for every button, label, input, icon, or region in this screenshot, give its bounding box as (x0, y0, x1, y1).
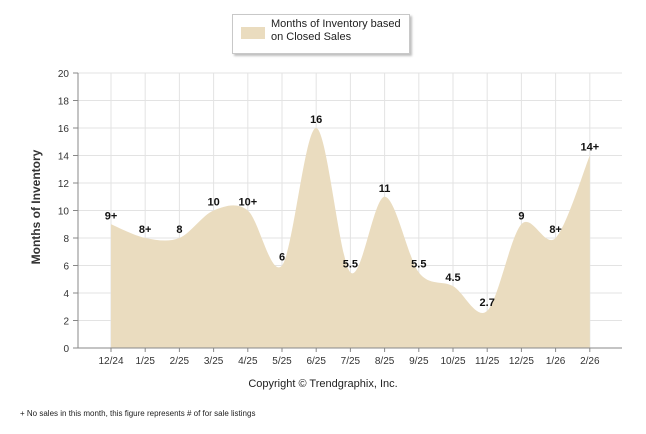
data-label: 8 (176, 224, 182, 236)
x-tick-label: 8/25 (375, 356, 395, 367)
copyright-text: Copyright © Trendgraphix, Inc. (248, 378, 398, 390)
y-tick-label: 2 (63, 317, 69, 328)
data-label: 8+ (139, 224, 152, 236)
y-tick-label: 14 (58, 152, 70, 163)
legend: Months of Inventory based on Closed Sale… (232, 14, 410, 54)
x-tick-label: 12/25 (509, 356, 534, 367)
x-tick-label: 3/25 (204, 356, 224, 367)
y-tick-label: 20 (58, 69, 70, 80)
y-tick-label: 6 (63, 262, 69, 273)
x-tick-label: 6/25 (306, 356, 326, 367)
x-tick-label: 12/24 (98, 356, 123, 367)
y-axis-label: Months of Inventory (29, 149, 43, 265)
area-series (111, 127, 590, 348)
data-label: 14+ (580, 142, 599, 154)
legend-label: Months of Inventory based on Closed Sale… (271, 18, 401, 43)
data-label: 5.5 (411, 258, 426, 270)
y-tick-label: 4 (63, 289, 69, 300)
data-label: 5.5 (343, 258, 358, 270)
y-tick-label: 0 (63, 344, 69, 355)
x-tick-label: 1/26 (546, 356, 566, 367)
data-labels: 9+ 8+ 8 10 10+ 6 16 5.5 11 5.5 4.5 2.7 9 8+ 14+ (105, 114, 599, 309)
data-label: 6 (279, 252, 285, 264)
data-label: 11 (379, 183, 391, 195)
axes: 0 2 4 6 8 10 12 14 16 18 20 12/24 1/25 2/25 3/25 4/25 5/… (58, 69, 622, 367)
y-tick-label: 18 (58, 97, 70, 108)
x-tick-label: 4/25 (238, 356, 258, 367)
x-tick-label: 5/25 (272, 356, 292, 367)
y-tick-label: 10 (58, 207, 70, 218)
x-tick-label: 1/25 (135, 356, 155, 367)
data-label: 16 (310, 114, 322, 126)
x-tick-label: 10/25 (440, 356, 465, 367)
area-layer (111, 127, 590, 348)
footnote-text: + No sales in this month, this figure re… (20, 409, 256, 418)
data-label: 9+ (105, 210, 118, 222)
data-label: 2.7 (480, 297, 495, 309)
y-tick-label: 16 (58, 124, 70, 135)
data-label: 10 (207, 197, 219, 209)
data-label: 4.5 (445, 272, 460, 284)
x-tick-label: 2/25 (170, 356, 190, 367)
x-tick-label: 9/25 (409, 356, 429, 367)
y-tick-label: 8 (63, 234, 69, 245)
x-tick-label: 2/26 (580, 356, 600, 367)
legend-swatch (241, 27, 265, 39)
data-label: 8+ (549, 224, 562, 236)
y-tick-label: 12 (58, 179, 70, 190)
x-tick-label: 7/25 (341, 356, 361, 367)
data-label: 10+ (238, 197, 257, 209)
data-label: 9 (518, 210, 524, 222)
x-tick-label: 11/25 (475, 356, 500, 367)
